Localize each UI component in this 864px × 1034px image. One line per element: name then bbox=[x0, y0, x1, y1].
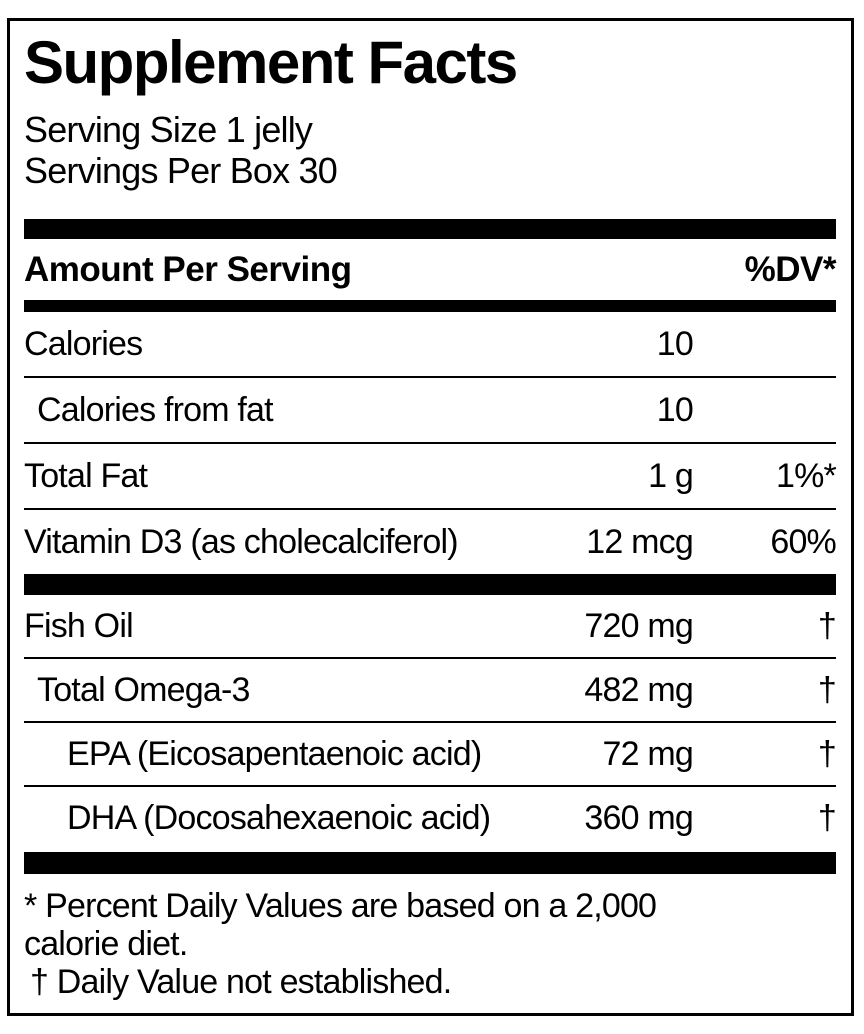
nutrient-amount: 720 mg bbox=[584, 606, 693, 645]
nutrient-dv: 60% bbox=[770, 522, 836, 561]
nutrient-dv: † bbox=[817, 670, 837, 709]
percent-dv-header: %DV* bbox=[744, 249, 837, 289]
divider-bar-middle bbox=[24, 574, 836, 595]
nutrient-row-dha: DHA (Docosahexaenoic acid) 360 mg † bbox=[24, 785, 837, 849]
calories-fat-section: Calories 10 Calories from fat 10 Total F… bbox=[24, 312, 837, 574]
nutrient-row-calories-from-fat: Calories from fat 10 bbox=[24, 376, 836, 442]
nutrient-amount: 10 bbox=[656, 390, 694, 429]
nutrient-row-fish-oil: Fish Oil 720 mg † bbox=[24, 595, 837, 657]
nutrient-row-calories: Calories 10 bbox=[24, 312, 836, 376]
nutrient-dv: † bbox=[817, 606, 837, 645]
footnote-dv-line-2: calorie diet. bbox=[24, 925, 188, 963]
nutrient-amount: 10 bbox=[656, 324, 694, 363]
footnotes: * Percent Daily Values are based on a 2,… bbox=[24, 887, 836, 1001]
serving-size-line: Serving Size 1 jelly bbox=[24, 109, 313, 150]
fish-oil-section: Fish Oil 720 mg † Total Omega-3 482 mg †… bbox=[24, 595, 837, 849]
nutrient-name: Vitamin D3 (as cholecalciferol) bbox=[24, 522, 459, 561]
nutrient-row-total-omega-3: Total Omega-3 482 mg † bbox=[24, 657, 837, 721]
label-title: Supplement Facts bbox=[24, 29, 518, 96]
nutrient-name: DHA (Docosahexaenoic acid) bbox=[67, 798, 491, 837]
column-header-row: Amount Per Serving %DV* bbox=[24, 239, 837, 300]
nutrient-amount: 72 mg bbox=[602, 734, 694, 773]
footnote-dv-line-1: * Percent Daily Values are based on a 2,… bbox=[24, 887, 657, 925]
nutrient-name: Fish Oil bbox=[24, 606, 134, 645]
nutrient-row-vitamin-d3: Vitamin D3 (as cholecalciferol) 12 mcg 6… bbox=[24, 508, 837, 574]
divider-bar-bottom bbox=[24, 852, 836, 874]
nutrient-amount: 482 mg bbox=[584, 670, 693, 709]
nutrient-dv: 1%* bbox=[776, 456, 837, 495]
supplement-facts-label: Supplement Facts Serving Size 1 jelly Se… bbox=[7, 18, 854, 1016]
nutrient-name: Total Fat bbox=[24, 456, 148, 495]
nutrient-name: Calories from fat bbox=[37, 390, 274, 429]
nutrient-name: Total Omega-3 bbox=[37, 670, 250, 709]
divider-bar-header bbox=[24, 300, 836, 312]
nutrient-dv: † bbox=[817, 734, 837, 773]
nutrient-row-epa: EPA (Eicosapentaenoic acid) 72 mg † bbox=[24, 721, 837, 785]
nutrient-row-total-fat: Total Fat 1 g 1%* bbox=[24, 442, 837, 508]
amount-per-serving-header: Amount Per Serving bbox=[24, 249, 352, 289]
nutrient-dv: † bbox=[817, 798, 837, 837]
nutrient-name: Calories bbox=[24, 324, 143, 363]
nutrient-amount: 360 mg bbox=[584, 798, 693, 837]
nutrient-amount: 12 mcg bbox=[586, 522, 694, 561]
nutrient-amount: 1 g bbox=[648, 456, 694, 495]
divider-bar-top bbox=[24, 219, 836, 239]
footnote-dagger: † Daily Value not established. bbox=[30, 963, 452, 1001]
servings-per-box-line: Servings Per Box 30 bbox=[24, 150, 338, 191]
serving-info: Serving Size 1 jelly Servings Per Box 30 bbox=[24, 109, 836, 191]
nutrient-name: EPA (Eicosapentaenoic acid) bbox=[67, 734, 482, 773]
